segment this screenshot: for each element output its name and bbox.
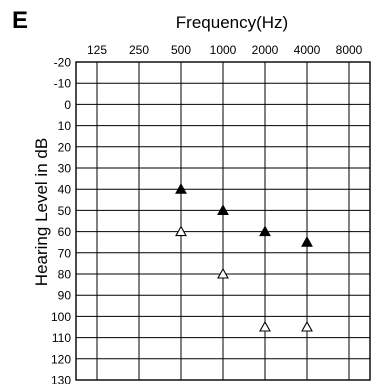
open-triangle-marker — [301, 320, 313, 332]
x-tick-label: 500 — [171, 43, 191, 57]
y-tick-label: 60 — [58, 225, 72, 239]
panel-label: E — [12, 7, 28, 34]
y-tick-label: -10 — [54, 77, 72, 91]
filled-triangle-marker — [301, 236, 313, 247]
y-axis-label: Hearing Level in dB — [32, 138, 51, 286]
y-tick-label: 100 — [51, 310, 71, 324]
y-tick-label: 30 — [58, 162, 72, 176]
y-axis-ticks: -20 -10 0 10 20 30 40 50 60 70 80 90 100 110 120 130 — [51, 56, 71, 384]
x-tick-label: 125 — [87, 43, 107, 57]
filled-triangle-marker — [217, 204, 229, 215]
open-triangle-marker — [259, 320, 271, 332]
x-tick-label: 4000 — [294, 43, 321, 57]
y-tick-label: 110 — [52, 331, 71, 345]
y-tick-label: 90 — [58, 289, 72, 303]
open-triangle-marker — [217, 267, 229, 279]
y-tick-label: 20 — [58, 140, 72, 154]
y-tick-label: 80 — [58, 268, 72, 282]
open-triangle-marker — [175, 225, 187, 237]
grid — [75, 61, 371, 381]
plot-frame — [75, 61, 371, 381]
y-tick-label: 0 — [64, 98, 71, 112]
x-tick-label: 250 — [129, 43, 149, 57]
data-markers — [175, 183, 313, 332]
chart-title: Frequency(Hz) — [176, 13, 288, 32]
y-tick-label: 40 — [58, 183, 72, 197]
y-tick-label: 120 — [51, 352, 71, 366]
x-tick-label: 1000 — [210, 43, 237, 57]
y-tick-label: 130 — [51, 374, 71, 384]
x-axis-ticks: 125 250 500 1000 2000 4000 8000 — [87, 43, 363, 57]
filled-triangle-marker — [259, 225, 271, 237]
x-tick-label: 2000 — [252, 43, 279, 57]
y-tick-label: 70 — [58, 246, 72, 260]
x-tick-label: 8000 — [336, 43, 363, 57]
y-tick-label: -20 — [54, 56, 72, 70]
y-tick-label: 10 — [58, 119, 72, 133]
y-tick-label: 50 — [58, 204, 72, 218]
filled-triangle-marker — [175, 183, 187, 194]
